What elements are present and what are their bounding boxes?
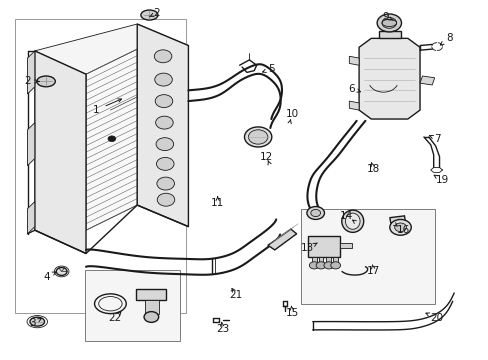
- Polygon shape: [136, 289, 166, 300]
- Polygon shape: [267, 229, 296, 250]
- Text: 15: 15: [285, 308, 298, 318]
- Text: 12: 12: [259, 152, 272, 162]
- Polygon shape: [35, 24, 188, 74]
- Text: 14: 14: [340, 211, 353, 221]
- Bar: [300, 209, 434, 304]
- Polygon shape: [419, 76, 434, 85]
- Text: 8: 8: [445, 33, 452, 43]
- Text: 2: 2: [153, 8, 160, 18]
- Circle shape: [248, 130, 267, 144]
- Text: 3: 3: [29, 319, 36, 328]
- Circle shape: [389, 220, 410, 235]
- Text: 20: 20: [429, 313, 443, 323]
- Text: 5: 5: [267, 64, 274, 74]
- Circle shape: [155, 116, 173, 129]
- Circle shape: [157, 177, 174, 190]
- Text: 18: 18: [366, 164, 380, 174]
- Ellipse shape: [30, 317, 44, 326]
- Text: 1: 1: [92, 105, 99, 115]
- Polygon shape: [137, 24, 188, 226]
- Circle shape: [306, 207, 324, 220]
- Circle shape: [316, 262, 325, 269]
- Circle shape: [108, 136, 116, 141]
- Polygon shape: [378, 31, 400, 39]
- Ellipse shape: [341, 210, 363, 232]
- Bar: [84, 270, 179, 341]
- Circle shape: [324, 262, 333, 269]
- Polygon shape: [348, 101, 358, 110]
- Polygon shape: [27, 51, 35, 94]
- Ellipse shape: [56, 267, 67, 275]
- Text: 2: 2: [24, 76, 31, 86]
- Polygon shape: [27, 202, 35, 234]
- Ellipse shape: [37, 76, 55, 87]
- Circle shape: [156, 157, 174, 170]
- Text: 16: 16: [396, 225, 409, 235]
- Bar: [15, 19, 185, 313]
- Text: 10: 10: [285, 109, 298, 119]
- Circle shape: [155, 95, 172, 108]
- Text: 9: 9: [382, 12, 388, 22]
- Text: 17: 17: [366, 266, 380, 276]
- Circle shape: [157, 193, 174, 206]
- Polygon shape: [339, 243, 351, 248]
- Polygon shape: [307, 235, 339, 257]
- Text: 4: 4: [43, 272, 50, 282]
- Ellipse shape: [141, 10, 158, 20]
- Polygon shape: [332, 257, 337, 264]
- Circle shape: [376, 14, 401, 32]
- Text: 13: 13: [301, 243, 314, 253]
- Polygon shape: [86, 49, 137, 230]
- Circle shape: [330, 262, 340, 269]
- Polygon shape: [358, 39, 419, 119]
- Text: 22: 22: [108, 313, 122, 323]
- Polygon shape: [348, 56, 358, 65]
- Circle shape: [394, 223, 406, 231]
- Circle shape: [309, 262, 319, 269]
- Circle shape: [381, 18, 396, 28]
- Polygon shape: [326, 257, 330, 264]
- Polygon shape: [144, 300, 159, 315]
- Polygon shape: [311, 257, 316, 264]
- Polygon shape: [35, 51, 86, 253]
- Circle shape: [156, 138, 173, 150]
- Text: 19: 19: [434, 175, 447, 185]
- Polygon shape: [389, 216, 405, 223]
- Text: 6: 6: [348, 84, 354, 94]
- Circle shape: [144, 312, 158, 322]
- Circle shape: [154, 73, 172, 86]
- Ellipse shape: [345, 213, 359, 229]
- Text: 23: 23: [216, 324, 229, 334]
- Text: 11: 11: [211, 198, 224, 208]
- Circle shape: [244, 127, 271, 147]
- Circle shape: [154, 50, 171, 63]
- Polygon shape: [318, 257, 323, 264]
- Text: 7: 7: [433, 134, 440, 144]
- Text: 21: 21: [229, 290, 243, 300]
- Circle shape: [310, 210, 320, 217]
- Polygon shape: [27, 123, 35, 166]
